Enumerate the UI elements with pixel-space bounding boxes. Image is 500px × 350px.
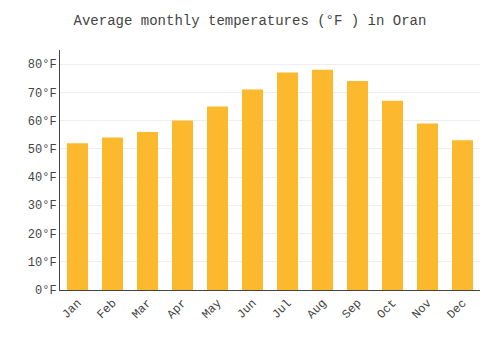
svg-text:Jan: Jan — [59, 297, 84, 322]
svg-text:0°F: 0°F — [35, 284, 57, 298]
svg-text:30°F: 30°F — [28, 199, 57, 213]
svg-text:Feb: Feb — [94, 297, 119, 322]
svg-text:Average monthly temperatures (: Average monthly temperatures (°F ) in Or… — [74, 13, 427, 29]
svg-text:May: May — [199, 297, 224, 322]
svg-text:50°F: 50°F — [28, 143, 57, 157]
svg-text:Dec: Dec — [444, 297, 469, 322]
svg-text:80°F: 80°F — [28, 58, 57, 72]
svg-text:Apr: Apr — [164, 297, 189, 322]
svg-text:Jul: Jul — [269, 297, 294, 322]
svg-text:Mar: Mar — [129, 297, 154, 322]
svg-text:Oct: Oct — [374, 297, 399, 322]
svg-text:Nov: Nov — [409, 297, 434, 322]
svg-text:Jun: Jun — [234, 297, 259, 322]
svg-text:40°F: 40°F — [28, 171, 57, 185]
svg-text:60°F: 60°F — [28, 115, 57, 129]
svg-text:Sep: Sep — [339, 297, 364, 322]
svg-text:10°F: 10°F — [28, 256, 57, 270]
svg-text:20°F: 20°F — [28, 228, 57, 242]
svg-text:70°F: 70°F — [28, 87, 57, 101]
svg-text:Aug: Aug — [304, 297, 329, 322]
